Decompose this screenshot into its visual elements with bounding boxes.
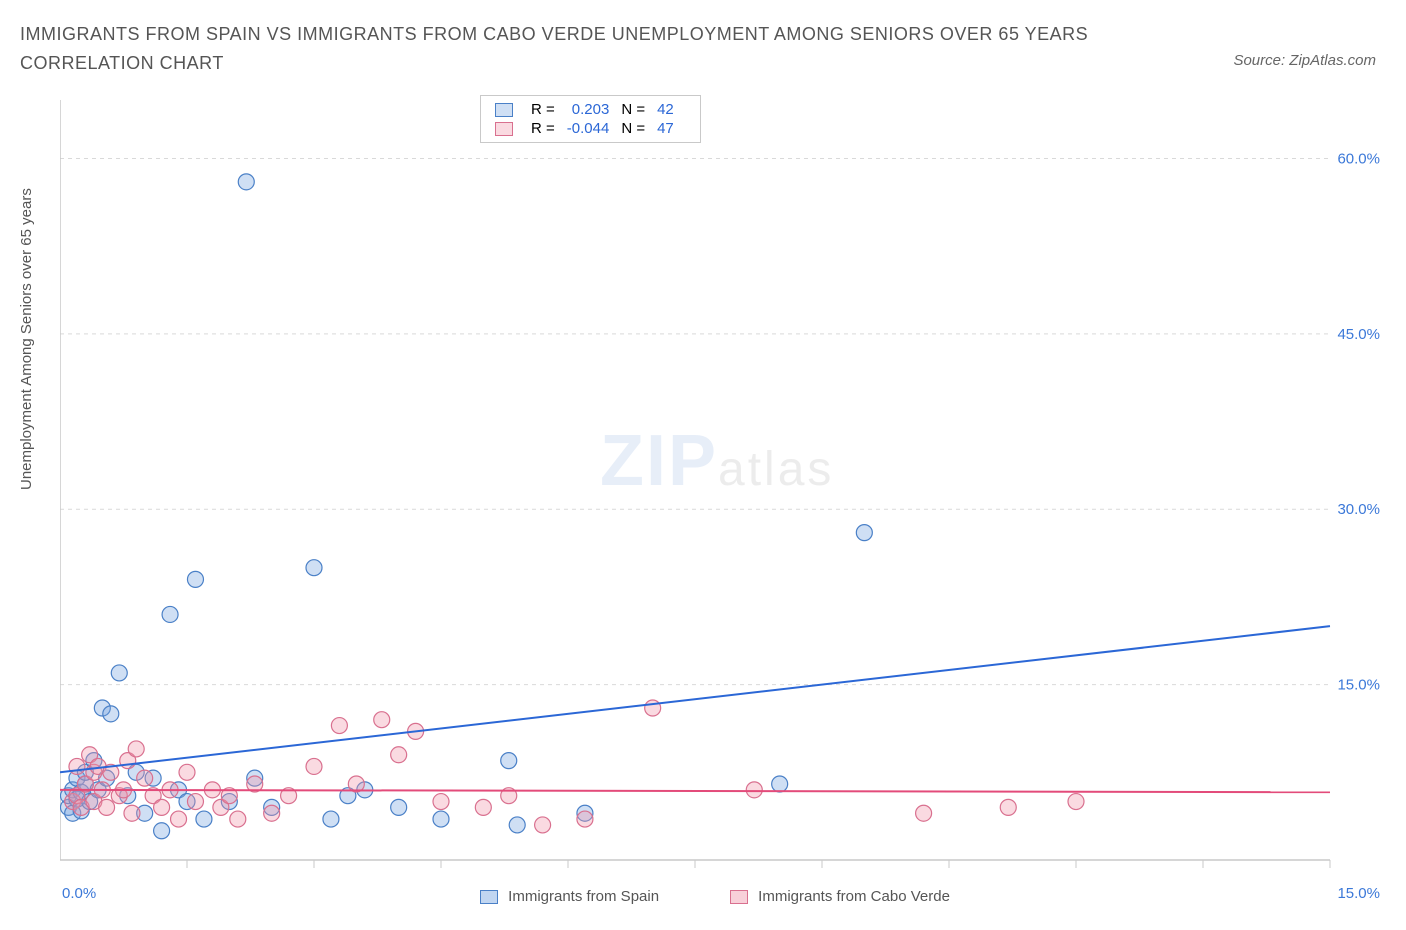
- r-label: R =: [531, 100, 567, 119]
- svg-text:60.0%: 60.0%: [1337, 150, 1380, 167]
- svg-text:0.0%: 0.0%: [62, 885, 96, 902]
- chart-svg: 15.0% 30.0% 45.0% 60.0% 0.0% 15.0%: [60, 100, 1380, 920]
- scatter-plot: 15.0%30.0%45.0%60.0%0.0%15.0% ZIPatlas R…: [60, 100, 1380, 880]
- r-value-spain: 0.203: [567, 100, 622, 119]
- legend-label: Immigrants from Spain: [508, 888, 659, 905]
- correlation-legend: R = 0.203 N = 42 R = -0.044 N = 47: [480, 95, 701, 143]
- svg-text:30.0%: 30.0%: [1337, 501, 1380, 518]
- legend-label: Immigrants from Cabo Verde: [758, 888, 950, 905]
- chart-title: IMMIGRANTS FROM SPAIN VS IMMIGRANTS FROM…: [20, 20, 1170, 78]
- svg-text:15.0%: 15.0%: [1337, 677, 1380, 694]
- legend-cabo-verde: Immigrants from Cabo Verde: [730, 888, 950, 905]
- n-value-spain: 42: [657, 100, 686, 119]
- svg-text:45.0%: 45.0%: [1337, 326, 1380, 343]
- legend-spain: Immigrants from Spain: [480, 888, 659, 905]
- svg-text:15.0%: 15.0%: [1337, 885, 1380, 902]
- n-value-cabo-verde: 47: [657, 119, 686, 138]
- legend-row-cabo-verde: R = -0.044 N = 47: [495, 119, 686, 138]
- source-attribution: Source: ZipAtlas.com: [1233, 52, 1376, 69]
- r-value-cabo-verde: -0.044: [567, 119, 622, 138]
- n-label: N =: [621, 119, 657, 138]
- legend-swatch-cabo-verde: [495, 122, 513, 136]
- r-label: R =: [531, 119, 567, 138]
- legend-swatch-icon: [480, 890, 498, 904]
- n-label: N =: [621, 100, 657, 119]
- y-axis-label: Unemployment Among Seniors over 65 years: [18, 188, 35, 490]
- legend-row-spain: R = 0.203 N = 42: [495, 100, 686, 119]
- legend-swatch-spain: [495, 103, 513, 117]
- legend-swatch-icon: [730, 890, 748, 904]
